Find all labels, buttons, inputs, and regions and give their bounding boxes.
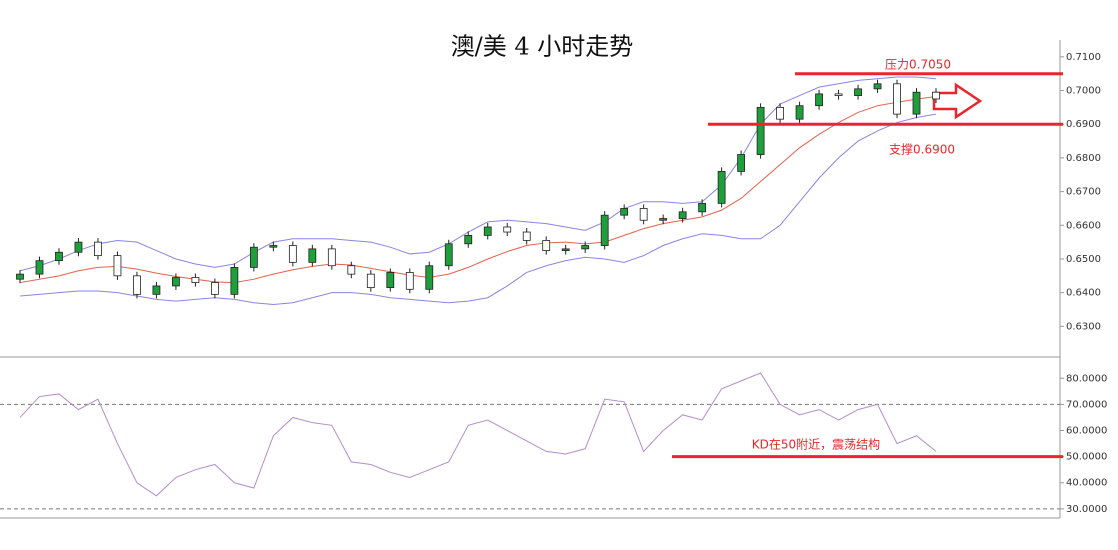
y-tick-label: 0.6300 [1066,321,1101,332]
candle-body [94,241,102,257]
candle-body [737,154,746,172]
chart-title: 澳/美 4 小时走势 [451,33,634,61]
candle-body [55,251,63,262]
y-tick-label: 50.0000 [1066,452,1107,463]
candle-body [639,208,648,221]
annotation-label: KD在50附近，震荡结构 [752,437,880,452]
candle-body [249,246,258,268]
candle-body [834,93,843,96]
candle-body [308,248,317,263]
candle-body [386,272,395,289]
candle-body [16,273,24,280]
y-tick-label: 40.0000 [1066,478,1107,489]
candle-body [678,211,687,219]
candle-body [503,226,512,233]
candle-body [522,231,531,241]
candle-body [464,235,473,245]
candle-body [776,106,784,120]
candle-body [327,248,336,267]
candle-body [230,267,239,295]
candle-body [581,245,590,250]
y-tick-label: 0.7000 [1066,86,1101,97]
y-tick-label: 60.0000 [1066,426,1107,437]
annotation-label: 压力0.7050 [885,58,951,72]
candle-body [561,248,570,251]
band-lower [19,113,937,305]
candle-body [210,282,219,295]
candle-body [74,241,83,253]
arrow [932,82,983,120]
band-upper [19,76,937,272]
candle-body [893,83,901,115]
band-middle [19,96,937,284]
y-tick-label: 0.6400 [1066,288,1101,299]
candle-body [659,218,668,221]
y-tick-label: 0.6800 [1066,153,1101,164]
candle-body [405,272,414,290]
candle-body [795,105,804,120]
candle-body [133,275,141,295]
candle-body [444,243,453,267]
y-tick-label: 80.0000 [1066,373,1107,384]
y-tick-label: 70.0000 [1066,399,1107,410]
y-tick-label: 30.0000 [1066,504,1107,515]
candle-body [269,245,278,248]
candle-body [191,277,200,283]
candle-body [366,273,375,289]
candle-body [912,91,921,115]
candle-body [483,226,492,236]
candle-body [854,88,862,96]
candle-body [152,285,161,295]
candle-body [717,170,726,204]
candle-body [288,245,297,263]
candle-body [932,91,940,100]
candle-body [347,265,356,275]
candle-body [620,208,629,216]
y-tick-label: 0.6700 [1066,187,1101,198]
candle-body [698,202,707,213]
y-tick-label: 0.6600 [1066,220,1101,231]
annotation-label: 支撑0.6900 [889,142,955,157]
y-tick-label: 0.7100 [1066,52,1101,63]
candle-body [113,255,122,277]
kd-line [19,372,937,497]
candle-body [35,260,44,275]
y-tick-label: 0.6900 [1066,119,1101,130]
y-tick-label: 0.6500 [1066,254,1101,265]
candle-body [542,240,551,251]
candle-body [873,83,882,90]
candle-body [172,277,180,287]
candle-body [756,106,765,155]
candle-body [425,265,434,290]
candle-body [815,93,823,107]
candle-body [600,214,609,246]
